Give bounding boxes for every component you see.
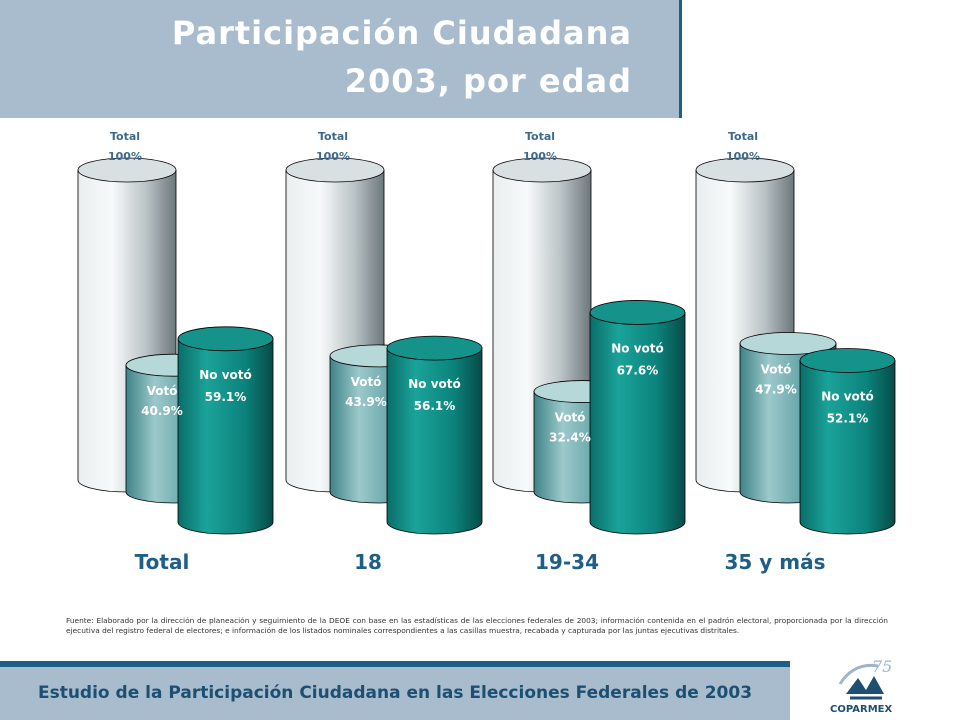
bar-no-voto-2 <box>589 300 686 535</box>
category-label-2: 19-34 <box>535 550 599 574</box>
label-total-value-1: 100% <box>316 150 350 163</box>
bar-no-voto-1 <box>386 335 483 535</box>
title-band <box>0 0 680 118</box>
label-no-voto-name-0: No votó <box>199 368 252 382</box>
label-total-name-1: Total <box>318 130 348 143</box>
label-voto-value-3: 47.9% <box>755 383 797 397</box>
coparmex-logo: 75 COPARMEX <box>830 657 892 715</box>
label-voto-name-2: Votó <box>555 411 586 425</box>
label-no-voto-value-2: 67.6% <box>617 363 659 377</box>
label-no-voto-value-0: 59.1% <box>205 390 247 404</box>
label-total-name-2: Total <box>525 130 555 143</box>
footer-text: Estudio de la Participación Ciudadana en… <box>37 683 753 703</box>
label-voto-value-2: 32.4% <box>549 431 591 445</box>
page-title-line-1: Participación Ciudadana <box>171 14 632 52</box>
logo-brand: COPARMEX <box>830 704 892 715</box>
label-total-name-0: Total <box>110 130 140 143</box>
category-label-0: Total <box>135 550 190 574</box>
label-no-voto-name-3: No votó <box>821 389 874 403</box>
label-no-voto-value-1: 56.1% <box>414 399 456 413</box>
label-total-value-2: 100% <box>523 150 557 163</box>
label-total-value-3: 100% <box>726 150 760 163</box>
bar-no-voto-3 <box>799 348 896 535</box>
category-label-3: 35 y más <box>724 550 825 574</box>
label-voto-name-0: Votó <box>147 384 178 398</box>
participation-chart: Total 100% Votó 40.9% No votó 59.1% Total 100% V… <box>77 130 896 574</box>
label-no-voto-value-3: 52.1% <box>827 411 869 425</box>
label-no-voto-name-2: No votó <box>611 341 664 355</box>
title-accent-rule <box>679 0 682 118</box>
label-voto-name-3: Votó <box>761 363 792 377</box>
label-total-value-0: 100% <box>108 150 142 163</box>
label-voto-name-1: Votó <box>351 375 382 389</box>
source-note: Fuente: Elaborado por la dirección de pl… <box>66 616 888 635</box>
category-label-1: 18 <box>354 550 382 574</box>
footer-band <box>0 667 790 720</box>
label-total-name-3: Total <box>728 130 758 143</box>
label-voto-value-1: 43.9% <box>345 395 387 409</box>
footer-accent-rule <box>0 661 790 667</box>
bar-no-voto-0 <box>177 326 274 535</box>
page-title-line-2: 2003, por edad <box>344 62 632 100</box>
logo-mark: 75 <box>872 657 892 676</box>
label-no-voto-name-1: No votó <box>408 377 461 391</box>
label-voto-value-0: 40.9% <box>141 404 183 418</box>
